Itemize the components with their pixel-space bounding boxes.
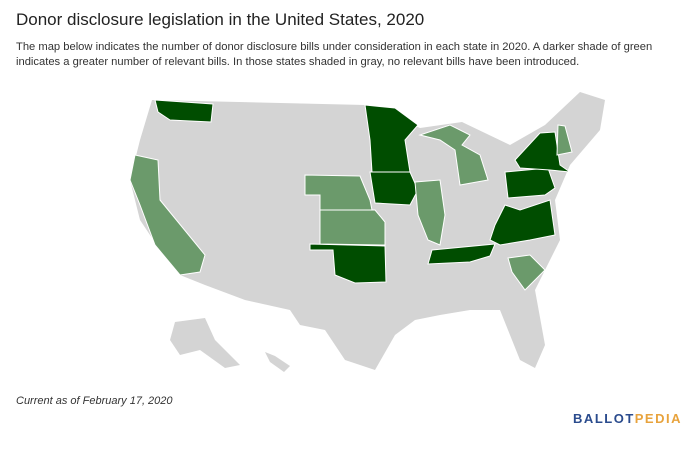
logo-part: BALLOT <box>573 411 635 426</box>
state-low <box>414 179 446 246</box>
alaska <box>170 318 240 368</box>
state-high <box>309 243 387 284</box>
state-high <box>427 243 496 265</box>
description: The map below indicates the number of do… <box>16 41 653 68</box>
state-low <box>556 124 573 156</box>
state-low <box>129 154 206 276</box>
state-high <box>364 104 419 173</box>
state-high <box>504 167 556 199</box>
logo: BALLOTPEDIA <box>573 411 682 426</box>
state-low <box>319 209 386 246</box>
map <box>129 92 605 372</box>
footnote: Current as of February 17, 2020 <box>16 395 173 407</box>
state-low <box>507 254 546 291</box>
logo-part: PEDIA <box>634 411 682 426</box>
hawaii <box>265 352 290 372</box>
state-low <box>418 124 489 186</box>
state-high <box>369 171 419 206</box>
title: Donor disclosure legislation in the Unit… <box>16 10 425 29</box>
state-high <box>154 99 214 123</box>
state-high <box>489 199 556 246</box>
state-high <box>514 131 572 173</box>
